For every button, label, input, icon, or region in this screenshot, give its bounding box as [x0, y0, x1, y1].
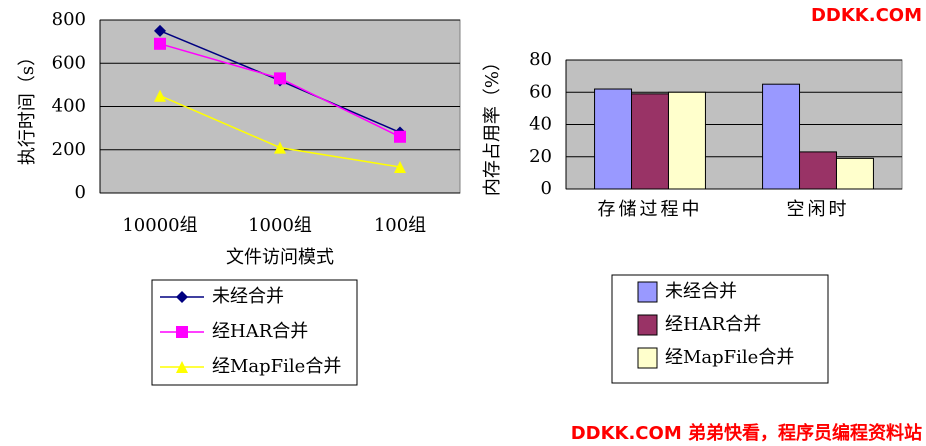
- marker: [394, 130, 406, 143]
- y-tick-label: 600: [52, 52, 86, 73]
- y-tick-label: 60: [529, 81, 552, 102]
- x-tick-label: 存储过程中: [598, 199, 703, 220]
- y-tick-label: 80: [529, 49, 552, 70]
- x-tick-label: 10000组: [122, 215, 197, 236]
- legend-swatch: [637, 314, 658, 336]
- marker: [154, 89, 166, 102]
- x-tick-label: 空闲时: [787, 199, 850, 220]
- y-axis-title: 执行时间（s）: [17, 48, 38, 165]
- y-tick-label: 20: [529, 146, 552, 167]
- watermark-bottom: DDKK.COM 弟弟快看，程序员编程资料站: [571, 422, 922, 444]
- y-tick-label: 800: [52, 9, 86, 30]
- legend-swatch: [637, 347, 658, 369]
- bar: [799, 151, 837, 190]
- x-tick-label: 100组: [374, 215, 426, 236]
- y-tick-label: 0: [541, 178, 552, 199]
- marker: [274, 141, 286, 154]
- marker: [394, 161, 406, 174]
- legend-swatch: [637, 281, 658, 303]
- legend-label: 未经合并: [665, 281, 737, 302]
- bar: [667, 91, 706, 190]
- x-axis-title: 文件访问模式: [226, 247, 334, 268]
- legend-label: 经MapFile合并: [665, 347, 794, 368]
- y-tick-label: 200: [52, 139, 86, 160]
- y-tick-label: 0: [75, 182, 86, 203]
- legend-marker: [176, 361, 188, 373]
- y-axis-title: 内存占用率（%）: [482, 53, 503, 196]
- legend-label: 经HAR合并: [212, 321, 308, 342]
- bar: [594, 88, 633, 190]
- legend-label: 经MapFile合并: [212, 356, 341, 377]
- legend-marker: [176, 326, 188, 338]
- bar: [835, 157, 874, 190]
- legend-label: 经HAR合并: [665, 314, 761, 335]
- legend-label: 未经合并: [212, 286, 284, 307]
- bar: [762, 83, 801, 190]
- y-tick-label: 400: [52, 96, 86, 117]
- y-tick-label: 40: [529, 114, 552, 135]
- watermark-top: DDKK.COM: [811, 5, 922, 26]
- bar: [631, 93, 669, 190]
- marker: [274, 72, 286, 85]
- x-tick-label: 1000组: [248, 215, 312, 236]
- marker: [154, 24, 166, 37]
- legend-marker: [176, 291, 188, 303]
- marker: [154, 37, 166, 50]
